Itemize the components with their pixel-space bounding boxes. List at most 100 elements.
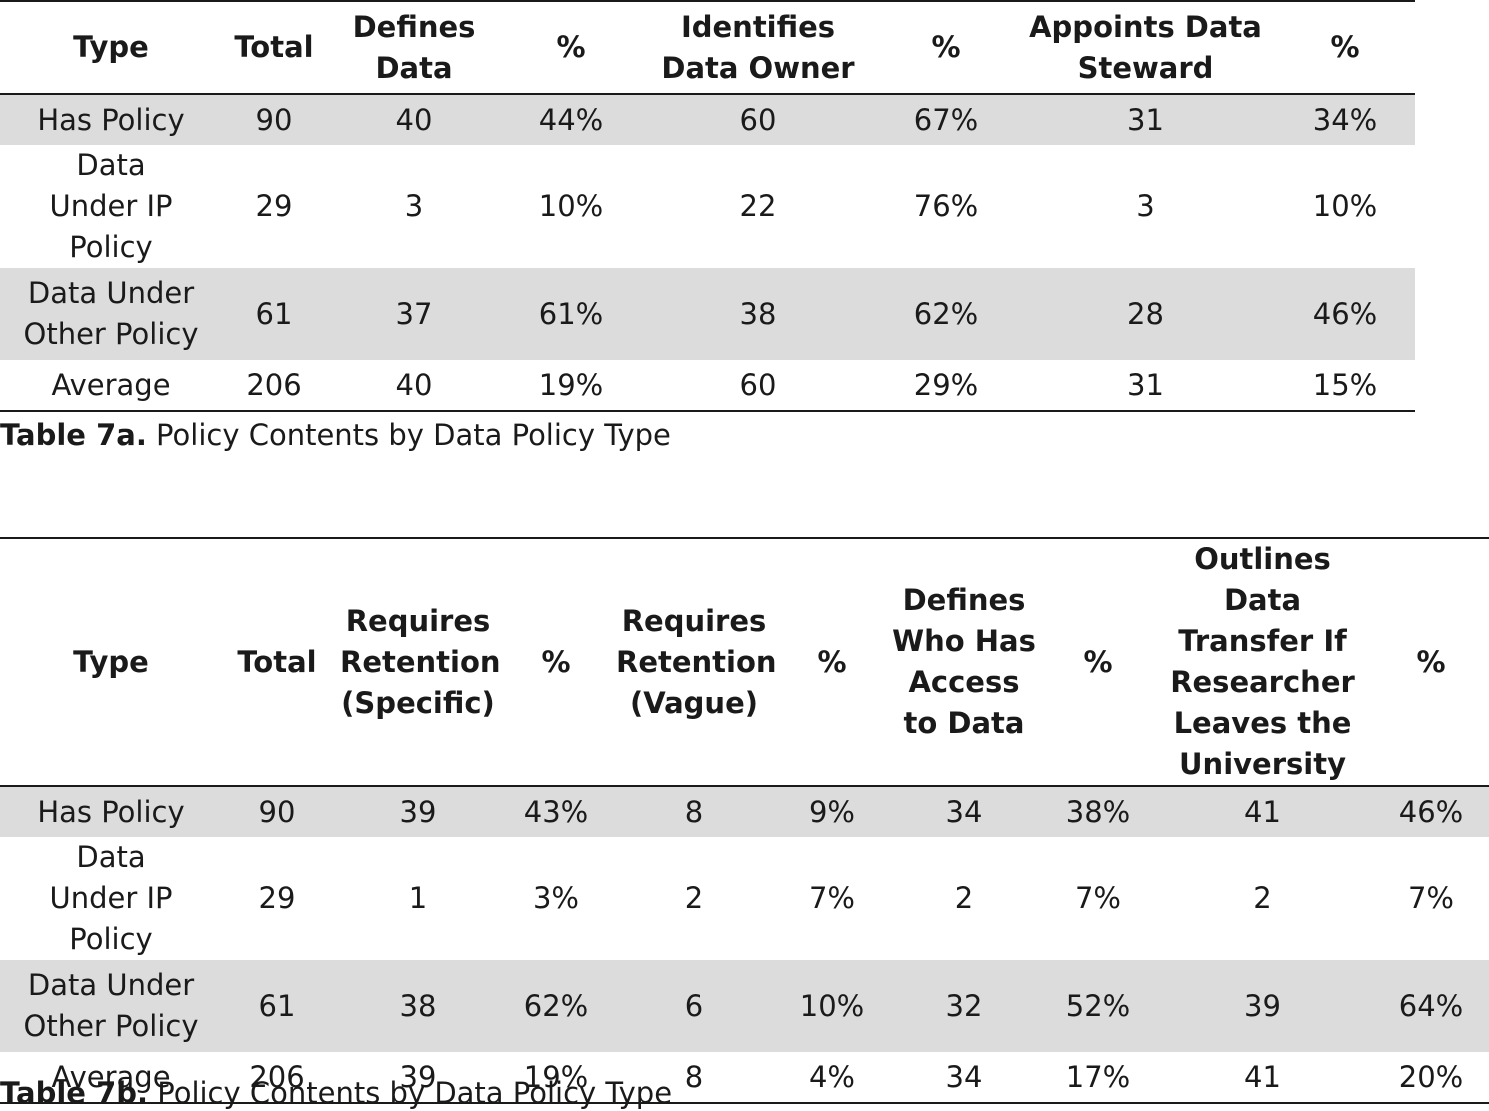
cell-value: 17% <box>1044 1052 1152 1104</box>
cell-value: 90 <box>222 786 332 837</box>
cell-value: 39 <box>332 1052 504 1104</box>
table-row: Data Under Other Policy 61 38 62% 6 10% … <box>0 960 1489 1052</box>
row-type: Average <box>0 360 222 412</box>
cell-value: 46% <box>1373 786 1489 837</box>
cell-value: 39 <box>332 786 504 837</box>
cell-value: 8 <box>608 1052 780 1104</box>
column-header: Outlines Data Transfer If Researcher Lea… <box>1152 538 1373 787</box>
cell-value: 34 <box>884 1052 1044 1104</box>
table-7a: Type Total Defines Data % Identifies Dat… <box>0 0 1415 412</box>
cell-value: 44% <box>502 94 640 145</box>
row-type: Data Under IP Policy <box>49 148 173 264</box>
cell-value: 3 <box>1136 189 1155 223</box>
cell-value: 67% <box>876 94 1016 145</box>
cell-value: 22 <box>739 189 777 223</box>
cell-value: 28 <box>1016 268 1275 360</box>
cell-value: 19% <box>502 360 640 412</box>
cell-value: 43% <box>504 786 608 837</box>
table-7b-header-row: Type Total Requires Retention (Specific)… <box>0 538 1489 787</box>
cell-value: 2 <box>684 881 704 915</box>
cell-value: 6 <box>608 960 780 1052</box>
column-header: Requires Retention (Vague) <box>608 538 780 787</box>
column-header: Total <box>222 1 326 95</box>
cell-value: 38% <box>1044 786 1152 837</box>
table-row: Data Under Other Policy 61 37 61% 38 62%… <box>0 268 1415 360</box>
column-header: % <box>1373 538 1489 787</box>
column-header: % <box>1275 1 1415 95</box>
table-row: Average 206 39 19% 8 4% 34 17% 41 20% <box>0 1052 1489 1104</box>
cell-value: 62% <box>876 268 1016 360</box>
cell-value: 61% <box>502 268 640 360</box>
table-row: Has Policy 90 39 43% 8 9% 34 38% 41 46% <box>0 786 1489 837</box>
column-header: Defines Who Has Access to Data <box>884 538 1044 787</box>
cell-value: 10% <box>780 960 884 1052</box>
cell-value: 38 <box>640 268 876 360</box>
cell-value: 52% <box>1044 960 1152 1052</box>
table-7a-caption: Table 7a. Policy Contents by Data Policy… <box>0 417 671 453</box>
cell-value: 15% <box>1275 360 1415 412</box>
cell-value: 60 <box>640 360 876 412</box>
cell-value: 8 <box>608 786 780 837</box>
table-7a-header-row: Type Total Defines Data % Identifies Dat… <box>0 1 1415 95</box>
cell-value: 61 <box>222 268 326 360</box>
cell-value: 29 <box>255 189 293 223</box>
column-header: Type <box>0 538 222 787</box>
cell-value: 7% <box>1074 881 1121 915</box>
caption-text: Policy Contents by Data Policy Type <box>146 418 671 452</box>
cell-value: 7% <box>808 881 855 915</box>
cell-value: 76% <box>913 189 979 223</box>
cell-value: 7% <box>1407 881 1454 915</box>
column-header: Appoints Data Steward <box>1016 1 1275 95</box>
cell-value: 41 <box>1152 786 1373 837</box>
cell-value: 61 <box>222 960 332 1052</box>
cell-value: 19% <box>504 1052 608 1104</box>
column-header: Type <box>0 1 222 95</box>
column-header: % <box>504 538 608 787</box>
row-type: Data Under IP Policy <box>49 840 173 956</box>
table-row: Average 206 40 19% 60 29% 31 15% <box>0 360 1415 412</box>
row-type: Has Policy <box>0 786 222 837</box>
table-row: Data Under IP Policy 29 3 10% 22 76% 3 1… <box>0 145 1415 268</box>
cell-value: 90 <box>222 94 326 145</box>
table-7b-caption: Table 7b. Policy Contents by Data Policy… <box>0 1075 672 1111</box>
row-type: Average <box>0 1052 222 1104</box>
column-header: Identifies Data Owner <box>640 1 876 95</box>
cell-value: 41 <box>1152 1052 1373 1104</box>
cell-value: 34 <box>884 786 1044 837</box>
cell-value: 29% <box>876 360 1016 412</box>
cell-value: 1 <box>408 881 428 915</box>
row-type: Has Policy <box>0 94 222 145</box>
column-header: % <box>780 538 884 787</box>
cell-value: 60 <box>640 94 876 145</box>
table-7b: Type Total Requires Retention (Specific)… <box>0 537 1489 1104</box>
cell-value: 62% <box>504 960 608 1052</box>
table-row: Has Policy 90 40 44% 60 67% 31 34% <box>0 94 1415 145</box>
caption-label: Table 7b. <box>0 1076 149 1110</box>
cell-value: 32 <box>884 960 1044 1052</box>
cell-value: 39 <box>1152 960 1373 1052</box>
column-header: % <box>876 1 1016 95</box>
cell-value: 64% <box>1373 960 1489 1052</box>
cell-value: 20% <box>1373 1052 1489 1104</box>
cell-value: 31 <box>1016 94 1275 145</box>
cell-value: 31 <box>1016 360 1275 412</box>
cell-value: 37 <box>326 268 502 360</box>
cell-value: 2 <box>954 881 974 915</box>
column-header: Requires Retention (Specific) <box>332 538 504 787</box>
cell-value: 9% <box>780 786 884 837</box>
row-type: Data Under Other Policy <box>0 960 222 1052</box>
cell-value: 206 <box>222 360 326 412</box>
cell-value: 3% <box>532 881 579 915</box>
cell-value: 2 <box>1253 881 1272 915</box>
cell-value: 40 <box>326 360 502 412</box>
cell-value: 46% <box>1275 268 1415 360</box>
column-header: Total <box>222 538 332 787</box>
caption-label: Table 7a. <box>0 418 147 452</box>
cell-value: 206 <box>222 1052 332 1104</box>
column-header: % <box>1044 538 1152 787</box>
cell-value: 38 <box>332 960 504 1052</box>
column-header: Defines Data <box>326 1 502 95</box>
cell-value: 34% <box>1275 94 1415 145</box>
cell-value: 3 <box>404 189 424 223</box>
caption-text: Policy Contents by Data Policy Type <box>148 1076 673 1110</box>
